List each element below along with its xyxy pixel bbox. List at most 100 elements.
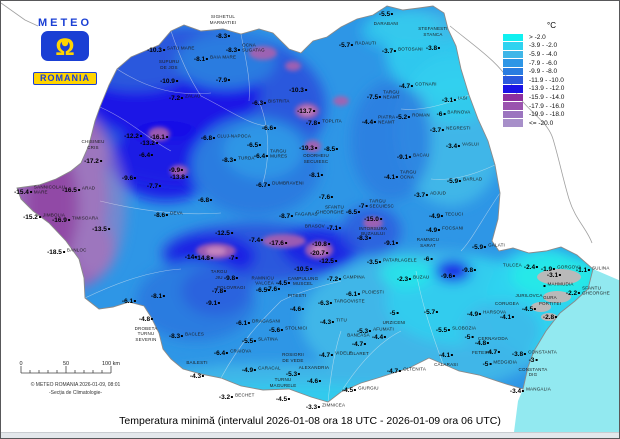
legend-color-swatch [503, 102, 523, 110]
station-drobeta-turnu-severin: -4.8 DROBETA TURNU SEVERIN [135, 308, 158, 342]
station-name: CRAIOVA [230, 348, 252, 354]
station-slobozia: -5.5 SLOBOZIA [436, 319, 476, 337]
station-darabani: -5.5 DARABANI [374, 3, 398, 26]
legend-row: -9.9 - -8.0 [503, 67, 618, 76]
station-value: -9.6 [122, 167, 136, 185]
station-temperature: -5.5 [379, 11, 393, 18]
station-constanta: -3.8 CONSTANTA [512, 343, 557, 361]
station-cotnari: -4.7 COTNARI [399, 75, 437, 93]
station-temperature: -19.3 [299, 145, 317, 152]
station-name: PIATRA NEAMT [378, 114, 396, 125]
station-bechet: -3.2 BECHET [219, 386, 254, 404]
station-value: -13.8 [170, 166, 188, 184]
station-targoviste: -6.3 TARGOVISTE [318, 292, 365, 310]
station-name: URZICENI [382, 320, 406, 325]
station-temperature: -10.5 [294, 266, 312, 273]
station-name: BAILESTI [186, 359, 208, 365]
station-temperature: -6.3 [318, 300, 332, 307]
station-intorsura-buzaului: -15.0 INTORSURA BUZAULUI [359, 208, 387, 236]
station-temperature: -3.8 [512, 351, 526, 358]
station-value: -8.1 [151, 285, 165, 303]
legend-row: <= -20.0 [503, 119, 618, 128]
station-temperature: -2.3 [397, 276, 411, 283]
logo-meteo-text: METEO [37, 17, 93, 29]
station-videle: -4.7 VIDELE [319, 344, 352, 362]
legend-color-swatch [503, 85, 523, 93]
station-stolnici: -5.6 STOLNICI [269, 319, 307, 337]
station-name: TURDA [238, 155, 255, 161]
station-temperature: -15.2 [23, 214, 41, 221]
station-temperature: -5.3 [286, 371, 300, 378]
station-temperature: -9.8 [224, 275, 238, 282]
station-temperature: -16.1 [150, 134, 168, 141]
station-temperature: -3.4 [510, 388, 524, 395]
neighbor-borders [1, 2, 593, 244]
station-bailesti: -4.3 BAILESTI [186, 360, 207, 383]
station-temperature: -9.6 [122, 175, 136, 182]
station-name: TARGOVISTE [334, 298, 365, 304]
station-targu-secuiesc: -7 TARGU SECUIESC [359, 195, 394, 213]
legend-color-swatch [503, 76, 523, 85]
station-turda: -8.3 TURDA [222, 149, 255, 167]
station-harsova: -4.9 HARSOVA [467, 303, 506, 321]
station-sfantu-gheorghe: -2.2 SFANTU GHEORGHE [566, 282, 610, 300]
station-temperature: -13.8 [170, 174, 188, 181]
station-name: CAMPINA [343, 274, 366, 280]
copyright-line: © METEO ROMANIA 2026-01-09, 08:01 [30, 382, 121, 388]
legend-range-label: -9.9 - -8.0 [529, 68, 558, 76]
station-name: TARGU JIU [210, 269, 228, 280]
station-value: -9.9 [169, 159, 183, 177]
station-name: MEDGIDIA [493, 359, 518, 365]
station-name: ADJUD [430, 190, 447, 196]
station-bistrita: -6.3 BISTRITA [252, 92, 290, 110]
station-gura-portitei: -2.8 GURA PORTITEI [539, 295, 561, 324]
station-temperature: -6.5 [346, 209, 360, 216]
station-filaret: -4.7 FILARET [349, 333, 369, 356]
station-temperature: -7.8 [212, 288, 226, 295]
station-piatra-neamt: -4.4 PIATRA NEAMT [362, 111, 395, 129]
legend-row: -17.9 - -16.0 [503, 102, 618, 111]
station-name: MAHMUDIA [547, 281, 574, 287]
station-name: ODORHEIU SECUIESC [303, 153, 329, 164]
station-temperature: -8.3 [216, 33, 230, 40]
station-temperature: -13.7 [297, 108, 315, 115]
station-temperature: -2.2 [566, 290, 580, 297]
station-name: COTNARI [415, 81, 437, 87]
station-temperature: -7.8 [306, 120, 320, 127]
station-value: -3.1 [547, 264, 561, 282]
station-value: -10.8 [312, 233, 330, 251]
station-temperature: -5 [483, 361, 492, 368]
station-value: -6.4 [139, 144, 153, 162]
legend-range-label: > -2.0 [529, 33, 546, 41]
station-name: ARAD [81, 185, 96, 191]
station-name: TOPLITA [322, 118, 342, 124]
station-negresti: -3.7 NEGRESTI [430, 119, 471, 137]
station-afumati: -5.3 AFUMATI [357, 320, 394, 338]
station-temperature: -7 [359, 203, 368, 210]
station-value: -19.3 [299, 137, 317, 155]
station-temperature: -5.7 [424, 309, 438, 316]
map-title: Temperatura minimă (intervalul 2026-01-0… [119, 415, 501, 427]
station-temperature: -6.4 [139, 152, 153, 159]
station-name: ROSIORII DE VEDE [282, 352, 304, 363]
station-temperature: -3.7 [430, 127, 444, 134]
station-value: -12.2 [124, 125, 142, 143]
station-name: CONSTANTA DIG [518, 367, 548, 378]
station-temperature: -6.5 [247, 142, 261, 149]
station-value: -9.6 [441, 265, 455, 283]
station-temperature: -8.3 [222, 157, 236, 164]
station-stefanesti-stanca: -3.8 STEFANESTI STANCA [418, 26, 447, 55]
station-roman: -5.2 ROMAN [396, 106, 430, 124]
station-name: BANEASA [347, 332, 370, 338]
station-temperature: -10.8 [312, 241, 330, 248]
station-temperature: -7.5 [367, 94, 381, 101]
station-toplita: -7.8 TOPLITA [306, 112, 342, 130]
station-temperature: -7.4 [249, 237, 263, 244]
station-name: SUPURU DE JOS [158, 59, 180, 70]
station-sannicolau-mare: -15.4 SANNICOLAU MARE [14, 181, 65, 199]
station-turnu-magurele: -4.5 TURNU MAGURELE [270, 377, 297, 406]
station-value: -5.7 [424, 301, 438, 319]
station-ocna-sugatag: -8.3 OCNA SUGATAG [226, 39, 265, 57]
station-temperature: -7.1 [327, 225, 341, 232]
